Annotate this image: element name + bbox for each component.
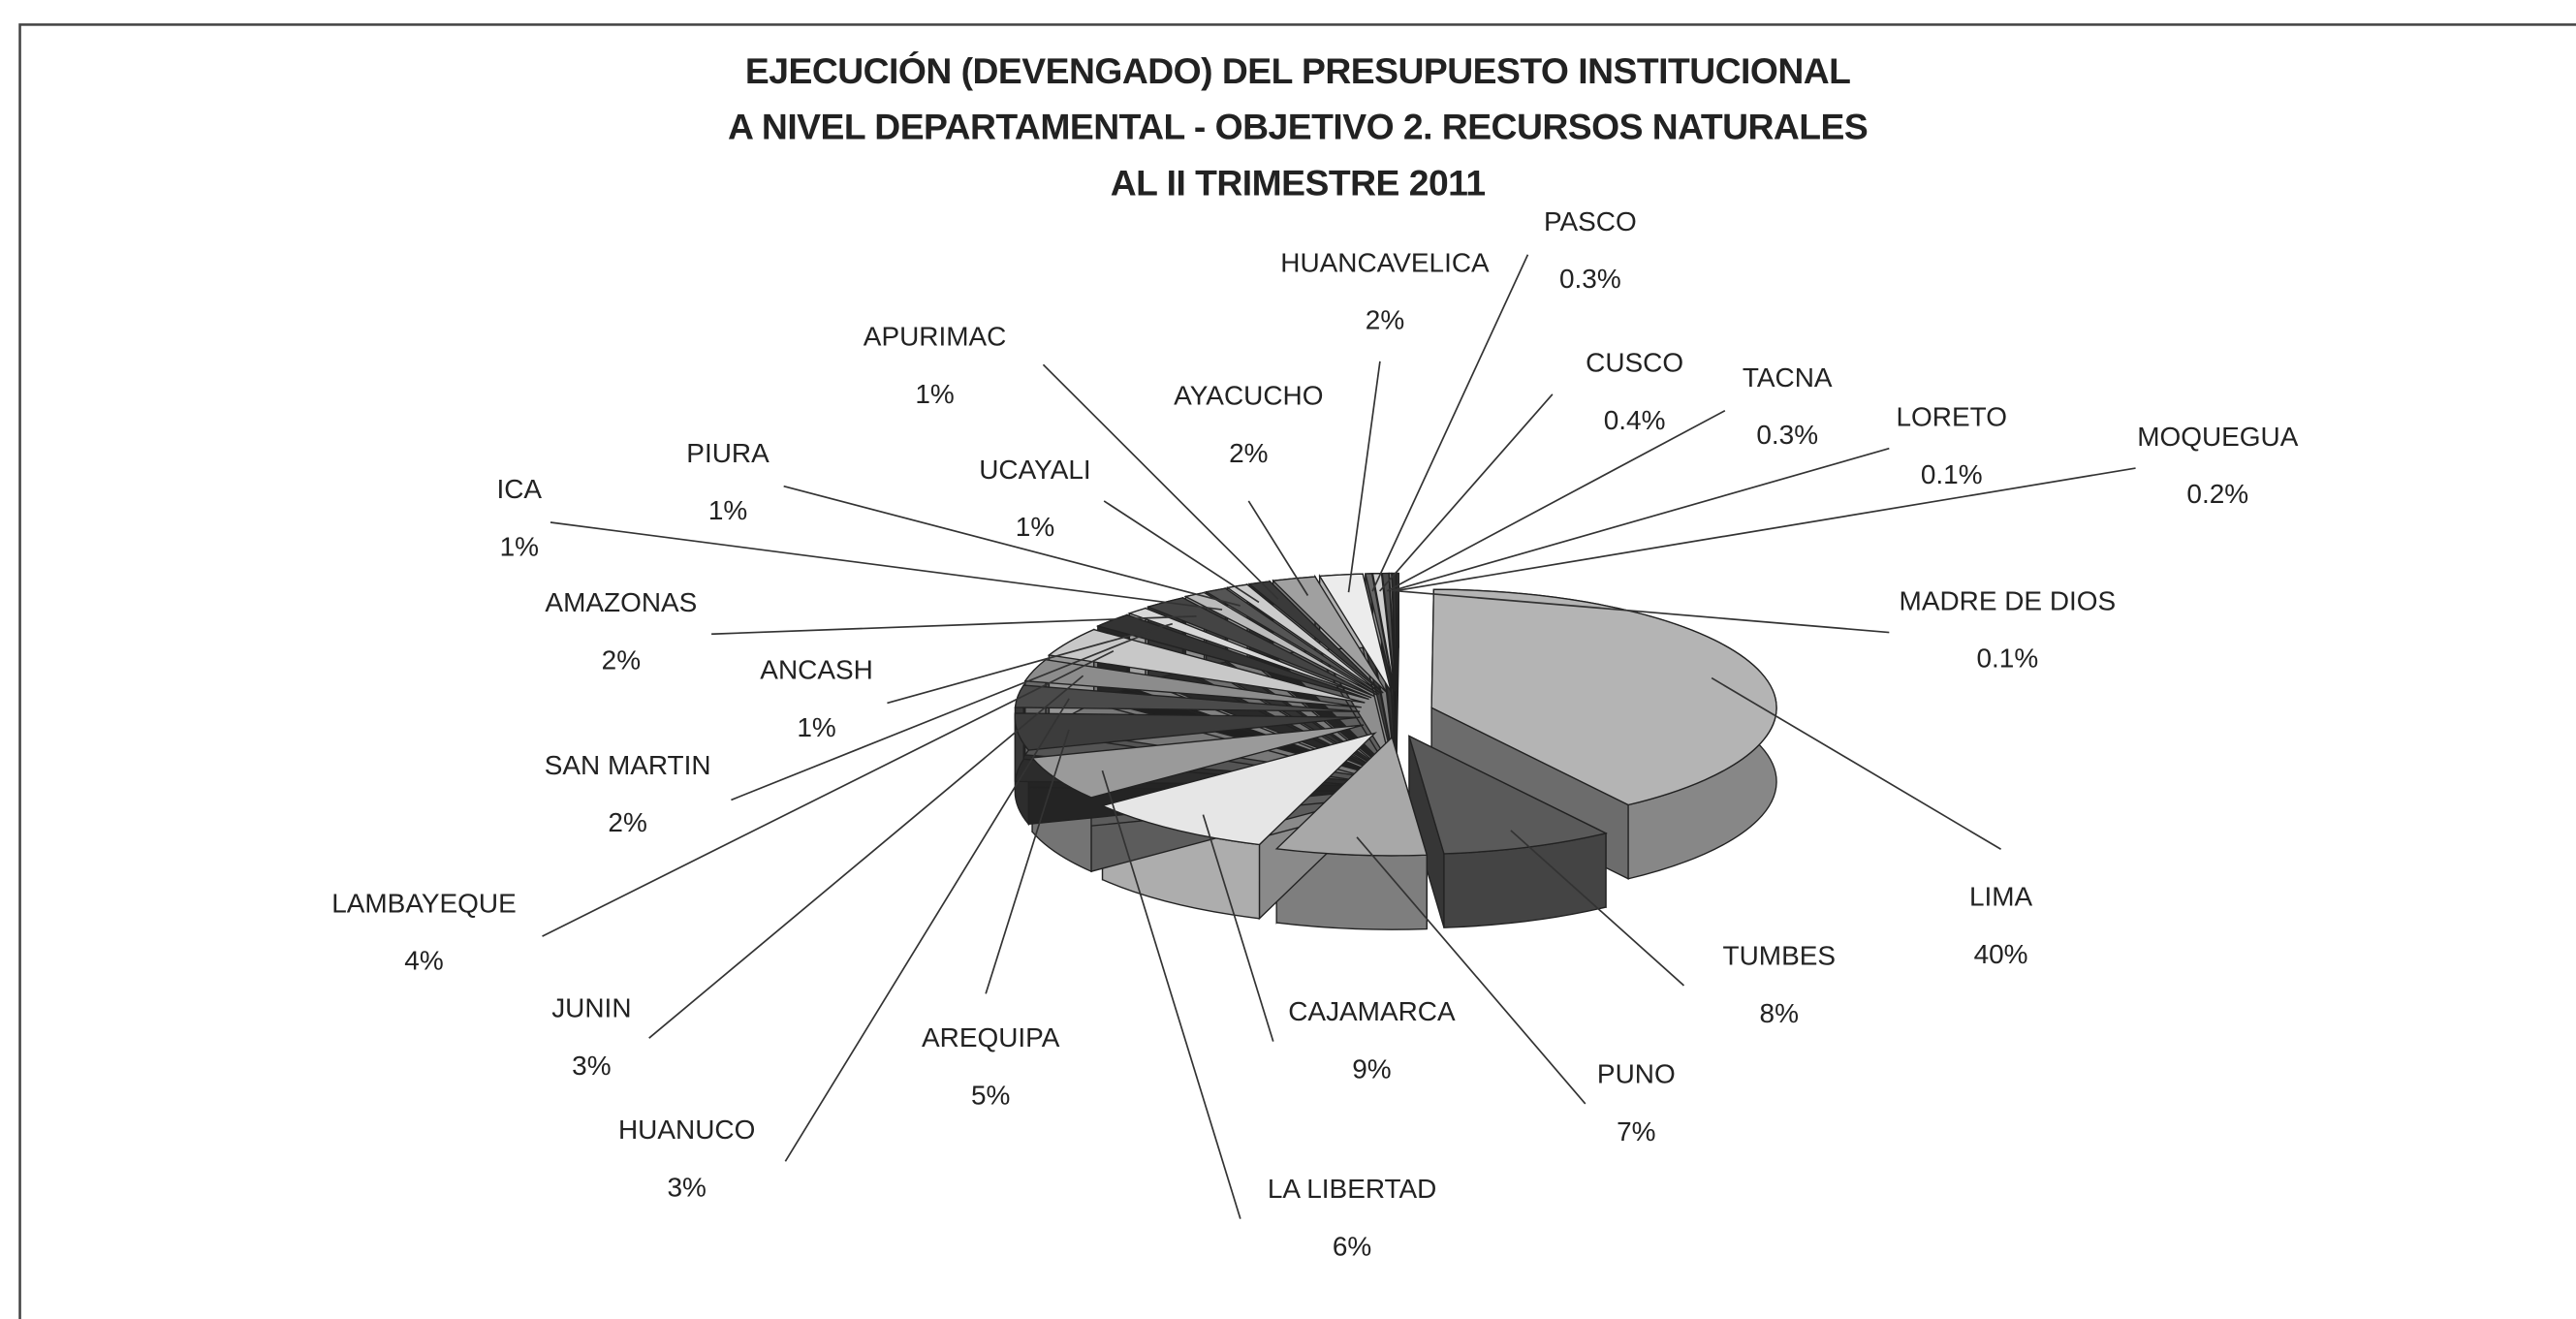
- slice-value-label: 7%: [1617, 1116, 1655, 1146]
- leader-line: [1510, 830, 1685, 987]
- slice-label: ICA: [496, 474, 542, 504]
- pie-slice: [1318, 573, 1393, 693]
- slice-label: UCAYALI: [979, 455, 1090, 485]
- slice-value-label: 5%: [971, 1081, 1010, 1111]
- slice-value-label: 1%: [797, 712, 835, 742]
- slice-label: HUANUCO: [618, 1115, 755, 1145]
- pie-slice: [1100, 732, 1377, 846]
- slice-label: LIMA: [1969, 881, 2033, 911]
- slice-value-label: 3%: [667, 1172, 706, 1202]
- leader-line: [648, 675, 1084, 1039]
- slice-value-label: 9%: [1352, 1053, 1391, 1083]
- slice-value-label: 2%: [1366, 305, 1404, 335]
- slice-value-label: 1%: [1016, 512, 1054, 542]
- slice-value-label: 1%: [708, 495, 747, 525]
- leader-line: [542, 649, 1115, 937]
- slice-label: AREQUIPA: [922, 1022, 1060, 1052]
- leader-line: [1386, 409, 1726, 592]
- pie-slice: [1430, 588, 1777, 806]
- pie-slice: [1014, 684, 1361, 712]
- leader-line: [985, 729, 1070, 994]
- slice-label: JUNIN: [551, 993, 631, 1023]
- leader-line: [784, 698, 1070, 1162]
- leader-line: [550, 521, 1223, 611]
- chart-title: EJECUCIÓN (DEVENGADO) DEL PRESUPUESTO IN…: [745, 50, 1850, 91]
- slice-label: TUMBES: [1723, 941, 1836, 971]
- slice-label: AYACUCHO: [1174, 381, 1323, 411]
- slice-tops: [1014, 572, 1777, 857]
- pie-slice: [1047, 628, 1366, 704]
- slice-label: ANCASH: [760, 655, 873, 685]
- slice-value-label: 2%: [608, 807, 646, 837]
- leader-line: [731, 631, 1151, 801]
- slice-label: AMAZONAS: [545, 587, 697, 617]
- slice-value-label: 0.3%: [1756, 420, 1818, 450]
- leader-line: [1391, 447, 1890, 592]
- slice-value-label: 1%: [500, 531, 539, 561]
- slice-value-label: 0.4%: [1604, 405, 1666, 435]
- slice-label: SAN MARTIN: [545, 750, 711, 780]
- slice-label: LA LIBERTAD: [1268, 1174, 1437, 1204]
- slice-label: PUNO: [1597, 1059, 1676, 1089]
- pie-slice: [1365, 573, 1395, 692]
- slice-label: TACNA: [1743, 362, 1833, 393]
- pie-slice: [1274, 736, 1429, 857]
- slice-value-label: 0.3%: [1559, 264, 1621, 294]
- slice-label: APURIMAC: [864, 322, 1007, 352]
- pie-slice: [1014, 712, 1361, 751]
- leader-line: [1379, 393, 1554, 592]
- leader-line: [887, 622, 1174, 705]
- slice-label: MOQUEGUA: [2137, 422, 2299, 452]
- pie-slice: [1204, 587, 1380, 695]
- slice-label: PIURA: [686, 438, 770, 468]
- slice-value-label: 4%: [404, 946, 443, 976]
- leader-line: [1103, 500, 1260, 604]
- frame: [18, 23, 2576, 1319]
- leader-line: [1371, 254, 1529, 592]
- leader-line: [783, 485, 1241, 607]
- slice-value-label: 3%: [572, 1051, 611, 1081]
- leader-line: [1347, 361, 1381, 593]
- pie-slice: [1225, 583, 1382, 695]
- leader-line: [711, 615, 1197, 636]
- slice-value-label: 0.1%: [1921, 459, 1983, 489]
- slice-label: LAMBAYEQUE: [331, 888, 517, 918]
- leader-line: [1247, 500, 1309, 596]
- leader-line: [1397, 589, 1890, 634]
- slice-label: LORETO: [1897, 402, 2007, 432]
- leader-line: [1202, 814, 1274, 1042]
- slice-value-label: 1%: [915, 379, 954, 409]
- pie-slice: [1095, 613, 1369, 701]
- slice-value-label: 0.2%: [2186, 479, 2248, 509]
- slice-value-label: 40%: [1974, 939, 2028, 969]
- chart-title: A NIVEL DEPARTAMENTAL - OBJETIVO 2. RECU…: [728, 107, 1868, 147]
- slice-label: CUSCO: [1586, 348, 1683, 378]
- slice-value-label: 2%: [1229, 438, 1268, 468]
- pie-slice: [1272, 576, 1388, 693]
- leader-line: [1042, 363, 1279, 600]
- leader-line: [1101, 769, 1241, 1219]
- leader-line: [1356, 836, 1586, 1105]
- slice-value-label: 0.1%: [1977, 644, 2039, 674]
- slice-value-label: 2%: [602, 644, 641, 675]
- slice-label: CAJAMARCA: [1288, 996, 1456, 1026]
- pie-slice: [1247, 581, 1384, 694]
- chart-title: AL II TRIMESTRE 2011: [1111, 162, 1486, 203]
- slice-label: MADRE DE DIOS: [1900, 585, 2117, 615]
- slice-label: HUANCAVELICA: [1280, 247, 1490, 277]
- slice-label: PASCO: [1544, 206, 1637, 236]
- leader-line: [1711, 676, 2002, 850]
- slice-value-label: 8%: [1760, 998, 1799, 1028]
- pie-slice: [1127, 607, 1372, 699]
- leader-line: [1394, 467, 2136, 592]
- slice-value-label: 6%: [1333, 1232, 1371, 1262]
